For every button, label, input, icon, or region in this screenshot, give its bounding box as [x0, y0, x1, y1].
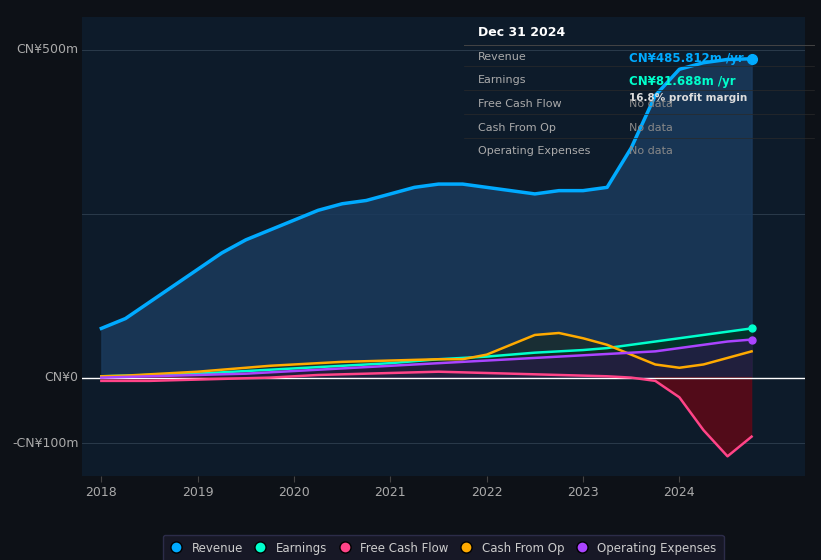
Text: Free Cash Flow: Free Cash Flow: [478, 99, 562, 109]
Text: No data: No data: [629, 147, 672, 156]
Legend: Revenue, Earnings, Free Cash Flow, Cash From Op, Operating Expenses: Revenue, Earnings, Free Cash Flow, Cash …: [163, 535, 723, 560]
Text: Earnings: Earnings: [478, 75, 526, 85]
Text: No data: No data: [629, 123, 672, 133]
Text: CN¥500m: CN¥500m: [16, 43, 79, 56]
Text: CN¥0: CN¥0: [44, 371, 79, 384]
Text: No data: No data: [629, 99, 672, 109]
Text: Dec 31 2024: Dec 31 2024: [478, 26, 565, 39]
Text: -CN¥100m: -CN¥100m: [12, 437, 79, 450]
Text: Revenue: Revenue: [478, 52, 526, 62]
Text: 16.8% profit margin: 16.8% profit margin: [629, 92, 747, 102]
Text: CN¥81.688m /yr: CN¥81.688m /yr: [629, 75, 736, 88]
Text: Operating Expenses: Operating Expenses: [478, 147, 590, 156]
Text: Cash From Op: Cash From Op: [478, 123, 556, 133]
Text: CN¥485.812m /yr: CN¥485.812m /yr: [629, 52, 743, 65]
